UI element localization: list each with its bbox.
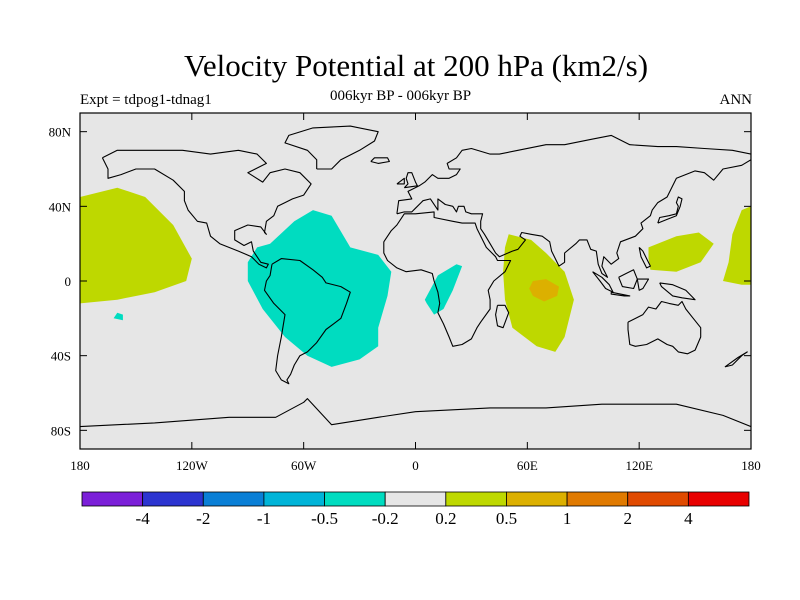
contour-region-4 — [529, 279, 559, 302]
colorbar-swatch — [384, 491, 447, 507]
map-background — [80, 113, 751, 449]
colorbar-label: 0.5 — [496, 509, 517, 528]
contour-region-0 — [80, 187, 192, 304]
coastline-6 — [403, 172, 418, 189]
contour-region-5 — [247, 210, 392, 367]
x-tick-label: 120W — [176, 458, 209, 473]
colorbar-swatch — [324, 491, 386, 507]
coastline-11 — [610, 291, 631, 297]
colorbar-swatch — [142, 491, 204, 507]
coastline-18 — [80, 398, 751, 428]
coastline-5 — [396, 134, 751, 278]
x-tick-label: 60W — [291, 458, 317, 473]
coastline-1 — [263, 258, 351, 385]
y-tick-label: 40S — [51, 349, 71, 364]
colorbar-swatch — [687, 491, 750, 507]
coastline-14 — [659, 282, 696, 301]
colorbar-swatch — [263, 491, 325, 507]
colorbar-label: -0.2 — [372, 509, 399, 528]
colorbar-swatch — [81, 491, 144, 507]
colorbar-label: 0.2 — [435, 509, 456, 528]
coastline-2 — [284, 125, 379, 170]
x-tick-label: 60E — [517, 458, 538, 473]
experiment-label: Expt = tdpog1-tdnag1 — [80, 92, 212, 108]
chart-subtitle: 006kyr BP - 006kyr BP — [330, 88, 472, 104]
contour-region-6 — [424, 264, 463, 315]
colorbar-swatch — [506, 491, 568, 507]
colorbar: -4 -2 -1 -0.5 -0.2 0.2 0.5 1 2 4 — [81, 491, 750, 528]
colorbar-label: -4 — [136, 509, 151, 528]
coastline-4 — [495, 304, 510, 329]
colorbar-swatch — [627, 491, 689, 507]
colorbar-label: 4 — [684, 509, 693, 528]
contour-regions — [80, 187, 751, 367]
coastline-7 — [396, 177, 405, 185]
y-tick-label: 40N — [49, 199, 72, 214]
colorbar-swatch — [445, 491, 507, 507]
contour-region-3 — [723, 206, 751, 285]
y-tick-label: 80N — [49, 125, 72, 140]
y-tick-label: 80S — [51, 423, 71, 438]
colorbar-swatch — [202, 491, 265, 507]
coastlines — [80, 125, 751, 428]
x-tick-label: 0 — [412, 458, 419, 473]
x-tick-label: 120E — [625, 458, 653, 473]
colorbar-label: 2 — [623, 509, 632, 528]
season-label: ANN — [719, 92, 753, 108]
coastline-13 — [636, 278, 650, 291]
axis-ticks: 180 120W 60W 0 60E 120E 180 80N 40N 0 40S 80S — [49, 113, 761, 473]
contour-region-2 — [648, 232, 714, 272]
coastline-17 — [724, 351, 748, 368]
coastline-0 — [101, 149, 312, 269]
colorbar-label: -0.5 — [311, 509, 338, 528]
coastline-16 — [627, 300, 702, 355]
y-tick-label: 0 — [65, 274, 72, 289]
coastline-8 — [370, 157, 390, 164]
coastline-3 — [383, 211, 512, 347]
colorbar-swatch — [566, 491, 629, 507]
coastline-9 — [657, 196, 683, 224]
chart-title: Velocity Potential at 200 hPa (km2/s) — [183, 48, 649, 83]
x-tick-label: 180 — [70, 458, 90, 473]
colorbar-label: -1 — [257, 509, 271, 528]
colorbar-label: -2 — [196, 509, 210, 528]
coastline-15 — [638, 247, 651, 269]
contour-region-7 — [113, 312, 123, 321]
x-tick-label: 180 — [741, 458, 761, 473]
colorbar-label: 1 — [563, 509, 572, 528]
